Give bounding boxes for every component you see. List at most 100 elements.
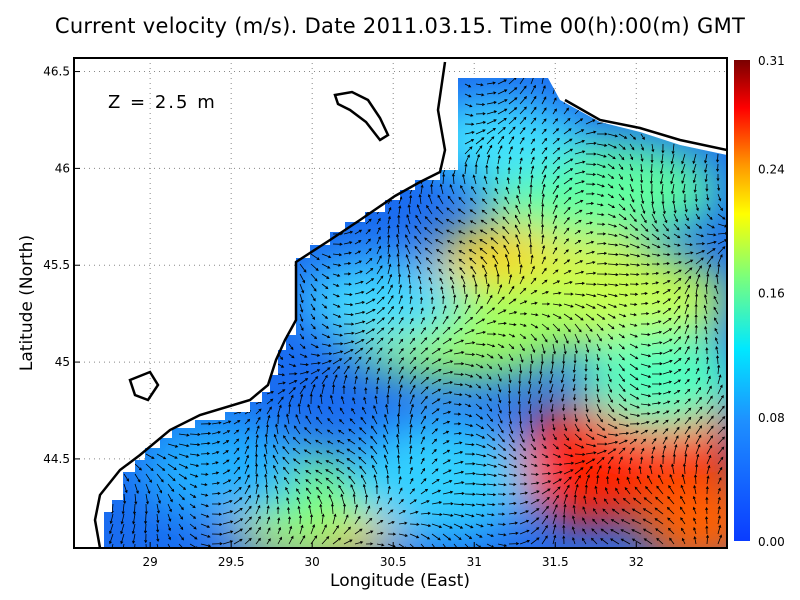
velocity-arrow (662, 359, 673, 365)
velocity-arrow (131, 523, 136, 535)
velocity-arrow (464, 503, 476, 507)
velocity-arrow (649, 163, 654, 174)
velocity-arrow (475, 93, 485, 97)
velocity-arrow (519, 491, 528, 495)
velocity-arrow (572, 363, 576, 374)
velocity-arrow (705, 534, 710, 545)
velocity-arrow (365, 267, 374, 275)
velocity-arrow (695, 415, 703, 425)
velocity-arrow (684, 407, 692, 415)
velocity-arrow (442, 533, 452, 541)
velocity-arrow (233, 486, 242, 495)
velocity-arrow (424, 247, 433, 255)
velocity-arrow (178, 493, 185, 501)
velocity-arrow (596, 442, 608, 446)
velocity-arrow (442, 173, 446, 185)
velocity-arrow (490, 237, 499, 245)
velocity-arrow (519, 126, 526, 135)
velocity-arrow (670, 173, 675, 185)
velocity-arrow (431, 316, 437, 325)
velocity-arrow (563, 177, 573, 185)
velocity-arrow (365, 247, 372, 255)
velocity-arrow (469, 257, 477, 265)
velocity-arrow (563, 128, 572, 135)
velocity-arrow (607, 223, 618, 228)
velocity-arrow (692, 173, 697, 184)
velocity-arrow (482, 186, 488, 195)
velocity-arrow (552, 97, 557, 105)
velocity-arrow (611, 508, 620, 515)
velocity-arrow (409, 488, 415, 495)
velocity-arrow (420, 425, 426, 435)
velocity-arrow (431, 448, 437, 455)
velocity-arrow (387, 284, 393, 295)
velocity-arrow (264, 473, 268, 485)
velocity-arrow (343, 272, 352, 276)
velocity-arrow (650, 183, 654, 195)
velocity-arrow (574, 230, 581, 235)
velocity-arrow (693, 484, 697, 495)
coastline-delta (564, 98, 727, 152)
velocity-arrow (315, 450, 323, 455)
velocity-arrow (497, 522, 506, 526)
velocity-arrow (672, 193, 676, 205)
velocity-arrow (363, 396, 367, 405)
velocity-arrow (552, 184, 559, 195)
velocity-arrow (607, 440, 619, 445)
velocity-arrow (486, 81, 496, 85)
velocity-arrow (303, 438, 312, 445)
velocity-arrow (596, 293, 608, 298)
velocity-arrow (398, 475, 402, 485)
velocity-arrow (572, 383, 576, 392)
velocity-arrow (508, 273, 513, 285)
velocity-arrow (651, 290, 660, 295)
velocity-arrow (437, 258, 444, 265)
velocity-arrow (305, 415, 312, 425)
velocity-arrow (628, 466, 632, 475)
velocity-arrow (596, 383, 600, 393)
velocity-arrow (409, 533, 420, 539)
velocity-arrow (607, 373, 612, 383)
velocity-arrow (132, 503, 137, 515)
velocity-arrow (618, 413, 629, 419)
velocity-arrow (552, 204, 558, 215)
velocity-arrow (717, 183, 721, 192)
velocity-arrow (596, 343, 601, 352)
velocity-arrow (519, 333, 527, 340)
velocity-arrow (563, 323, 571, 333)
velocity-arrow (695, 250, 706, 255)
velocity-arrow (288, 394, 294, 405)
velocity-arrow (255, 494, 260, 505)
y-axis-label: Latitude (North) (17, 235, 37, 371)
velocity-arrow (486, 363, 493, 370)
velocity-arrow (596, 163, 607, 168)
velocity-arrow (571, 526, 576, 535)
velocity-arrow (517, 184, 521, 195)
velocity-arrow (475, 353, 485, 358)
velocity-arrow (574, 313, 584, 321)
velocity-arrow (574, 483, 579, 495)
y-tick-label: 46 (55, 161, 70, 175)
velocity-arrow (244, 445, 249, 455)
velocity-arrow (596, 465, 602, 475)
velocity-arrow (684, 398, 691, 405)
velocity-arrow (109, 543, 114, 548)
velocity-arrow (574, 460, 586, 465)
velocity-arrow (541, 156, 548, 165)
velocity-arrow (387, 485, 391, 495)
velocity-arrow (717, 426, 726, 435)
velocity-arrow (552, 453, 562, 458)
velocity-arrow (120, 533, 125, 545)
velocity-arrow (343, 365, 350, 375)
velocity-arrow (409, 413, 414, 425)
velocity-arrow (717, 193, 722, 202)
velocity-arrow (673, 305, 681, 315)
velocity-arrow (464, 316, 474, 325)
velocity-arrow (299, 263, 307, 273)
velocity-arrow (233, 420, 241, 425)
velocity-arrow (486, 144, 493, 155)
velocity-arrow (332, 263, 342, 267)
velocity-arrow (200, 452, 211, 456)
velocity-arrow (572, 536, 576, 545)
velocity-arrow (376, 543, 385, 547)
